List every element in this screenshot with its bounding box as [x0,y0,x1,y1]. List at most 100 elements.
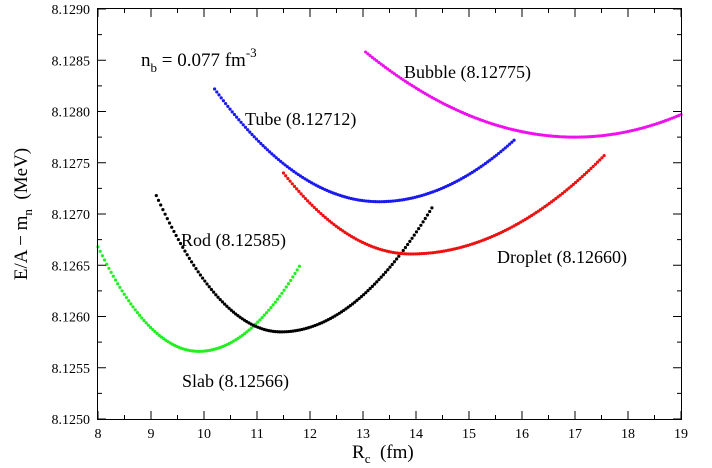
data-point [146,323,150,327]
data-point [159,203,163,207]
data-point [172,229,176,234]
data-point [353,300,357,304]
data-point [334,224,338,228]
data-point [183,249,187,253]
data-point [111,274,115,278]
data-point [488,158,492,162]
data-point [578,177,582,181]
data-point [116,282,120,286]
data-point [220,300,225,304]
data-point [430,206,434,210]
data-point [185,253,189,257]
data-point [377,277,381,282]
data-point [187,256,191,260]
data-point [582,173,586,177]
data-point [215,90,219,94]
data-point [346,305,350,309]
data-point [248,130,252,134]
data-point [492,155,496,159]
data-point [301,194,305,198]
data-point [290,182,294,186]
data-point [205,282,209,286]
data-point [567,186,571,190]
data-point [547,201,551,206]
data-point [403,245,408,250]
data-point [274,156,278,160]
data-point [232,112,237,117]
data-point [257,139,261,143]
x-axis-title: Rc (fm) [352,442,414,466]
x-tick-label: 19 [674,427,688,442]
data-point [323,215,327,220]
data-point [598,158,602,162]
data-point [267,308,271,312]
data-point [159,335,164,339]
data-point [247,328,251,332]
data-point [423,216,427,221]
data-point [366,289,370,293]
data-point [278,330,282,334]
data-point [372,282,377,286]
data-point [293,271,297,276]
data-point [589,166,593,171]
data-point [142,318,146,323]
data-point [512,138,516,142]
data-point [361,293,366,297]
data-point [501,148,505,152]
data-point [593,162,597,166]
series-tube [213,87,516,204]
data-point [192,263,196,267]
data-point [272,154,276,158]
data-point [372,57,377,61]
x-tick-label: 14 [409,427,423,442]
data-point [189,260,194,264]
series-label-droplet: Droplet (8.12660) [497,247,627,268]
data-point [167,221,172,225]
data-point [250,132,254,137]
y-tick-label: 8.1285 [52,54,91,69]
data-point [212,290,216,294]
data-point [388,69,392,73]
data-point [503,146,507,150]
data-point [262,313,266,317]
data-point [235,115,239,119]
data-point [558,193,562,197]
data-point [155,331,159,336]
data-point [265,148,270,152]
data-point [366,52,370,56]
data-point [563,190,567,194]
data-point [505,144,510,148]
data-point [595,160,600,164]
data-point [425,213,430,217]
data-point [569,184,573,188]
data-point [292,184,297,188]
data-point [230,110,234,114]
x-tick-label: 10 [197,427,211,442]
data-point [408,239,412,244]
data-point [178,241,183,246]
data-point [312,205,316,210]
y-tick-label: 8.1265 [52,259,91,274]
data-point [386,268,390,272]
data-point [194,266,198,271]
series-label-rod: Rod (8.12585) [181,230,286,251]
data-point [344,307,348,311]
data-point [375,59,379,63]
data-point [325,217,330,221]
data-point [392,260,397,264]
data-point [412,233,416,237]
data-point [176,237,180,242]
data-point [276,157,281,162]
x-axis-subscript: c [365,451,371,466]
data-point [409,252,413,256]
density-value: = 0.077 fm [157,50,246,71]
data-point [295,187,299,191]
data-point [379,275,383,279]
data-point [286,282,291,286]
data-point [510,140,514,144]
data-point [355,298,359,303]
data-point [375,200,380,204]
data-point [241,123,245,127]
series-rod [154,193,434,334]
